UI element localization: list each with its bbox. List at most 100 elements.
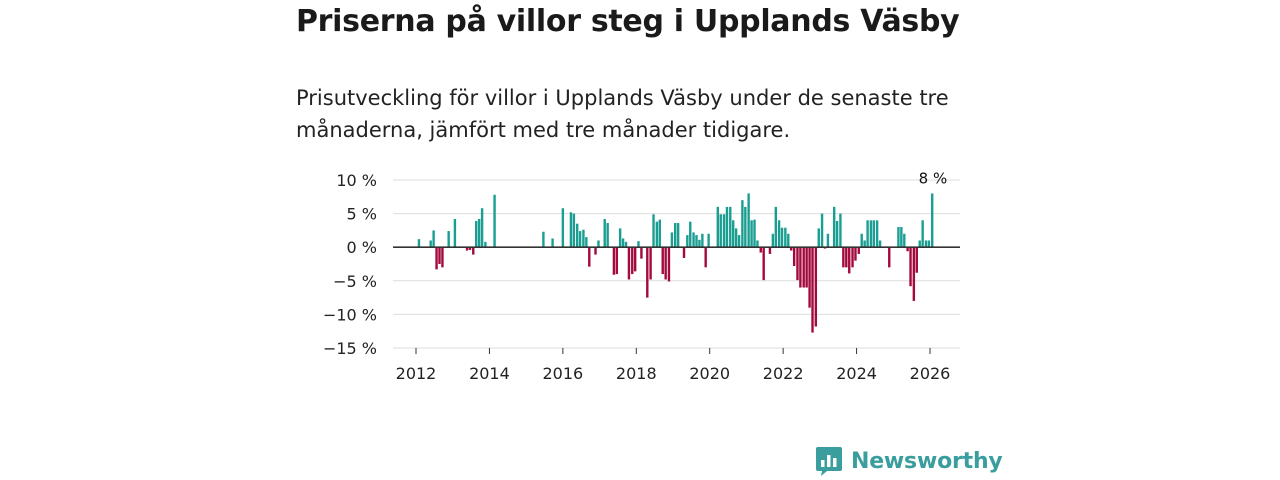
bar	[857, 247, 860, 254]
bar	[484, 241, 487, 248]
y-axis-ticks: 10 % 5 % 0 % −5 % −10 % −15 %	[323, 171, 377, 358]
bar	[551, 238, 554, 248]
bar	[787, 233, 790, 248]
bar	[808, 247, 811, 308]
bar	[900, 227, 903, 248]
bar	[741, 200, 744, 248]
bar	[750, 220, 753, 248]
bar	[744, 206, 747, 248]
bar	[477, 218, 481, 248]
bar	[903, 233, 906, 248]
bar	[918, 240, 921, 248]
bar	[921, 220, 924, 248]
bar	[631, 247, 634, 275]
bar	[588, 247, 591, 267]
bar	[649, 247, 652, 280]
bar	[848, 247, 851, 274]
bar	[915, 247, 918, 273]
bar	[670, 232, 674, 248]
bar	[924, 240, 928, 248]
bar	[658, 219, 661, 248]
bar	[655, 221, 659, 248]
bar	[875, 220, 879, 248]
bar	[835, 220, 839, 248]
bar	[732, 220, 735, 248]
bar	[912, 247, 916, 301]
bar	[854, 247, 857, 261]
bar	[435, 247, 438, 270]
bar	[682, 247, 686, 258]
brand-name: Newsworthy	[851, 448, 1003, 474]
page-subtitle: Prisutveckling för villor i Upplands Väs…	[296, 86, 949, 142]
bars	[417, 193, 934, 333]
x-tick-label: 2014	[469, 364, 510, 383]
y-tick-label: 10 %	[336, 171, 377, 190]
x-tick-label: 2016	[542, 364, 583, 383]
bar	[762, 247, 765, 281]
last-value-label: 8 %	[919, 169, 948, 187]
y-tick-label: 5 %	[347, 205, 377, 224]
bar	[826, 233, 830, 248]
bar-chart: 10 %5 %0 %−5 %−10 %−15 % 2012 2014 2016 201…	[323, 169, 960, 383]
bar	[667, 247, 671, 282]
bar	[878, 240, 882, 248]
y-tick-label: −15 %	[323, 339, 377, 358]
bar	[759, 247, 762, 253]
bar	[624, 241, 628, 248]
bar	[817, 228, 820, 248]
bar	[820, 213, 824, 248]
bar	[621, 238, 625, 248]
bar	[612, 247, 616, 275]
bar	[756, 240, 759, 248]
bar	[897, 227, 900, 248]
bar	[869, 220, 873, 248]
bar	[729, 206, 732, 248]
y-tick-label: −10 %	[323, 305, 377, 324]
bar	[637, 241, 640, 248]
bar	[832, 206, 836, 248]
bar	[698, 239, 701, 248]
bar	[845, 247, 848, 268]
bar	[561, 208, 565, 248]
x-tick-label: 2022	[763, 364, 804, 383]
bar	[784, 227, 787, 248]
bar	[585, 237, 588, 248]
bar	[582, 229, 585, 248]
bar	[664, 247, 667, 280]
bar	[692, 232, 695, 248]
bar	[799, 247, 802, 288]
newsworthy-logo: Newsworthy	[815, 446, 1003, 476]
bar	[814, 247, 818, 327]
bar	[802, 247, 805, 288]
bar	[860, 233, 863, 248]
bar	[707, 233, 710, 248]
bar	[768, 247, 772, 254]
bar	[640, 247, 643, 259]
bar	[438, 247, 441, 264]
bar	[851, 247, 854, 268]
bar	[661, 247, 664, 275]
bar	[790, 247, 793, 251]
bar	[578, 231, 582, 248]
bar	[777, 220, 781, 248]
x-tick-label: 2018	[616, 364, 657, 383]
grid-lines	[393, 179, 960, 349]
bar	[606, 223, 609, 248]
bar	[863, 240, 866, 248]
bar	[572, 213, 576, 248]
bar	[704, 247, 707, 268]
bar	[615, 247, 619, 275]
bar	[931, 193, 934, 248]
bar	[575, 223, 579, 248]
bar	[569, 212, 573, 248]
bar	[472, 247, 475, 255]
bar	[432, 230, 435, 248]
bar	[753, 219, 756, 248]
bar	[646, 247, 649, 298]
bar	[771, 233, 775, 248]
bar	[686, 235, 689, 248]
bar	[674, 223, 677, 248]
bar	[453, 218, 457, 248]
bar	[441, 247, 444, 268]
bar	[429, 240, 432, 248]
